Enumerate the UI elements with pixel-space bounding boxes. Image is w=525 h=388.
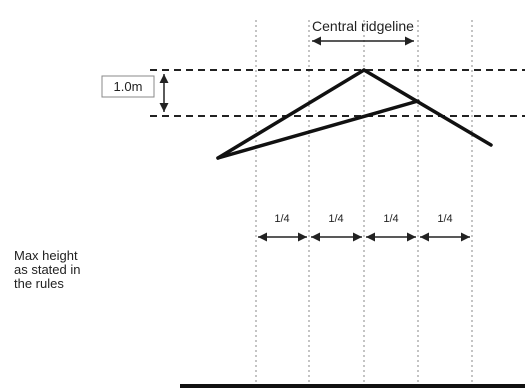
max-height-note-line-3: the rules <box>14 276 64 291</box>
vertical-guides <box>255 20 473 384</box>
max-height-note-line-1: Max height <box>14 248 78 263</box>
max-height-note: Max height as stated in the rules <box>14 249 124 291</box>
height-label: 1.0m <box>114 79 143 94</box>
roof-ridge <box>216 67 493 160</box>
roof-outline <box>216 67 493 160</box>
max-height-note-line-2: as stated in <box>14 262 81 277</box>
quarter-label-1: 1/4 <box>274 213 289 225</box>
quarter-label-4: 1/4 <box>437 213 452 225</box>
height-lines <box>150 69 525 117</box>
quarter-label-2: 1/4 <box>328 213 343 225</box>
ridgeline-label: Central ridgeline <box>312 18 414 34</box>
quarter-label-3: 1/4 <box>383 213 398 225</box>
roof-lower-edge <box>216 99 420 160</box>
height-label-box <box>101 75 155 98</box>
